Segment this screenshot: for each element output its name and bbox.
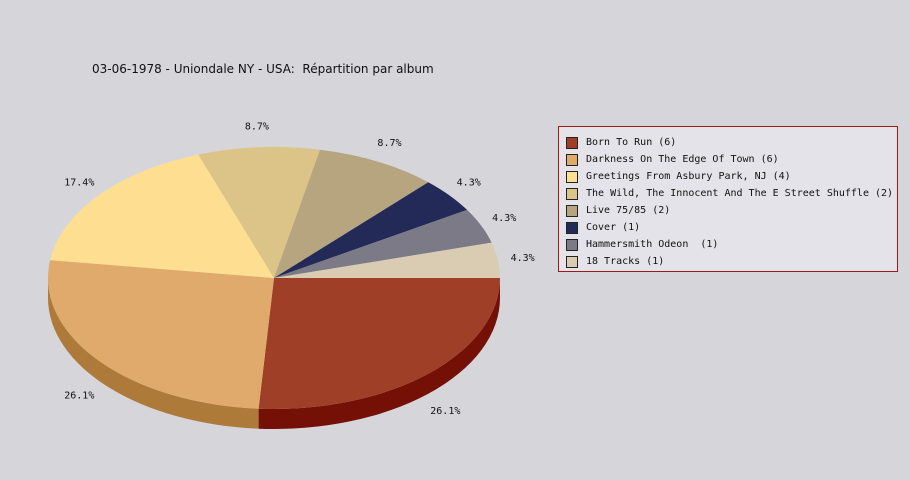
legend-swatch-6 [566,238,578,251]
legend-label-4: Live 75/85 (2) [586,205,671,216]
legend-swatch-1 [566,153,578,166]
legend-item-6: Hammersmith Odeon (1) [566,236,897,253]
legend-label-2: Greetings From Asbury Park, NJ (4) [586,171,791,182]
legend-swatch-5 [566,221,578,234]
legend-label-0: Born To Run (6) [586,137,677,148]
legend-label-5: Cover (1) [586,222,641,233]
slice-percent-label-3: 8.7% [245,121,269,132]
slice-percent-label-2: 17.4% [64,177,94,188]
pie-slice-6 [274,209,492,278]
legend-item-0: Born To Run (6) [566,134,897,151]
legend-item-7: 18 Tracks (1) [566,253,897,270]
chart-title: 03-06-1978 - Uniondale NY - USA: Réparti… [92,62,434,76]
legend-label-3: The Wild, The Innocent And The E Street … [586,188,894,199]
legend-item-1: Darkness On The Edge Of Town (6) [566,151,897,168]
pie-slice-2 [50,154,274,278]
legend-swatch-0 [566,136,578,149]
legend-label-6: Hammersmith Odeon (1) [586,239,719,250]
legend-item-3: The Wild, The Innocent And The E Street … [566,185,897,202]
pie-slice-0 [258,278,500,410]
slice-percent-label-5: 4.3% [457,177,481,188]
legend-label-7: 18 Tracks (1) [586,256,665,267]
pie-slice-side-0 [258,278,500,429]
legend-item-2: Greetings From Asbury Park, NJ (4) [566,168,897,185]
legend-item-5: Cover (1) [566,219,897,236]
legend-swatch-4 [566,204,578,217]
slice-percent-label-1: 26.1% [64,391,94,402]
pie-slice-4 [274,149,429,278]
legend-swatch-2 [566,170,578,183]
slice-percent-label-4: 8.7% [377,138,401,149]
pie-slice-7 [274,242,500,278]
pie-slice-3 [198,147,320,278]
pie-slice-side-1 [48,278,259,429]
slice-percent-label-0: 26.1% [430,406,460,417]
slice-percent-label-7: 4.3% [511,253,535,264]
legend: Born To Run (6) Darkness On The Edge Of T… [558,126,898,272]
slice-percent-label-6: 4.3% [492,213,516,224]
legend-swatch-7 [566,255,578,268]
pie-slice-1 [47,260,274,409]
legend-item-4: Live 75/85 (2) [566,202,897,219]
pie-slice-5 [274,182,468,278]
legend-label-1: Darkness On The Edge Of Town (6) [586,154,779,165]
legend-swatch-3 [566,187,578,200]
